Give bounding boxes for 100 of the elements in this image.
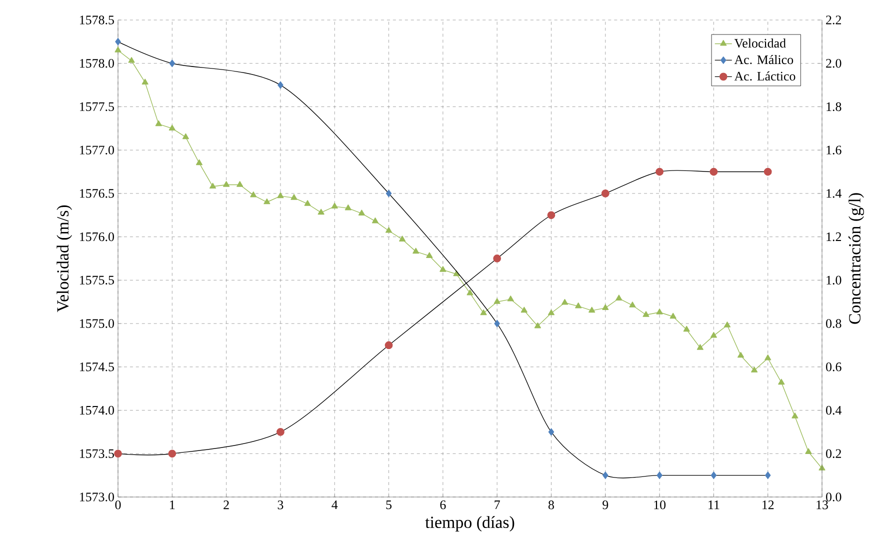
point bbox=[629, 302, 636, 308]
point bbox=[114, 46, 122, 52]
x-tick-label: 8 bbox=[548, 500, 554, 510]
point bbox=[602, 472, 608, 480]
x-tick-label: 11 bbox=[708, 500, 720, 510]
point bbox=[223, 181, 230, 187]
point bbox=[548, 428, 554, 436]
legend-label: Velocidad bbox=[734, 38, 786, 48]
point bbox=[764, 168, 772, 176]
point bbox=[737, 352, 744, 358]
point bbox=[534, 322, 541, 328]
point bbox=[344, 204, 352, 210]
point bbox=[494, 320, 500, 328]
point bbox=[547, 211, 556, 220]
point bbox=[588, 306, 596, 313]
y-tick-label: 1574.0 bbox=[80, 406, 114, 415]
y2-tick-label: 0.6 bbox=[826, 362, 842, 372]
point bbox=[236, 181, 244, 187]
y2-tick-label: 2.2 bbox=[826, 16, 842, 24]
point bbox=[575, 302, 582, 308]
y2-tick-label: 1.0 bbox=[826, 276, 842, 285]
y-tick-label: 1573.5 bbox=[80, 449, 114, 458]
point bbox=[250, 191, 257, 198]
point bbox=[656, 472, 662, 480]
point bbox=[168, 124, 176, 130]
point bbox=[440, 266, 446, 272]
y2-tick-label: 1.2 bbox=[826, 232, 842, 242]
point bbox=[764, 354, 772, 360]
y2-tick-label: 0.4 bbox=[826, 406, 842, 415]
y2-tick-label: 0.8 bbox=[826, 319, 842, 328]
y-axis-title: Velocidad (m/s) bbox=[56, 205, 72, 312]
point bbox=[304, 200, 311, 206]
point bbox=[331, 202, 338, 209]
x-tick-label: 3 bbox=[278, 500, 284, 510]
point bbox=[426, 252, 433, 258]
y-tick-label: 1576.0 bbox=[80, 232, 114, 242]
point bbox=[751, 366, 758, 372]
point bbox=[480, 309, 487, 316]
point bbox=[412, 248, 420, 254]
point bbox=[114, 450, 122, 458]
x-axis-title: tiempo (días) bbox=[425, 516, 514, 532]
point bbox=[386, 190, 392, 198]
point bbox=[656, 308, 663, 314]
x-tick-label: 9 bbox=[602, 500, 608, 510]
point bbox=[710, 168, 718, 176]
x-tick-label: 12 bbox=[762, 500, 774, 510]
y-tick-label: 1577.5 bbox=[80, 102, 114, 112]
y-tick-label: 1575.5 bbox=[80, 276, 114, 285]
point bbox=[128, 57, 135, 63]
y-tick-label: 1578.0 bbox=[80, 58, 114, 68]
point bbox=[696, 344, 704, 350]
y-tick-label: 1575.0 bbox=[80, 319, 114, 328]
point bbox=[724, 322, 731, 328]
point bbox=[778, 378, 785, 385]
point bbox=[805, 448, 812, 454]
point bbox=[182, 133, 189, 140]
point bbox=[318, 208, 324, 215]
point bbox=[656, 168, 664, 176]
point bbox=[196, 159, 203, 166]
x-tick-label: 10 bbox=[654, 500, 666, 510]
legend-label: Ac. Láctico bbox=[734, 71, 796, 81]
point bbox=[601, 190, 610, 198]
point bbox=[520, 306, 528, 313]
point bbox=[670, 312, 676, 319]
point bbox=[276, 428, 284, 436]
x-tick-label: 5 bbox=[386, 500, 392, 510]
x-tick-label: 4 bbox=[332, 500, 338, 510]
y2-tick-label: 0.0 bbox=[826, 492, 842, 502]
x-tick-label: 2 bbox=[224, 500, 229, 510]
point bbox=[372, 217, 379, 224]
x-tick-label: 6 bbox=[440, 500, 446, 510]
point bbox=[142, 78, 148, 84]
point bbox=[399, 236, 406, 242]
point bbox=[264, 198, 270, 204]
point bbox=[710, 332, 717, 338]
point bbox=[209, 182, 216, 189]
y-tick-label: 1578.5 bbox=[80, 16, 114, 24]
y-tick-label: 1577.0 bbox=[80, 146, 114, 154]
point bbox=[358, 210, 365, 216]
y2-axis-title: Concentración (g/l) bbox=[848, 193, 864, 324]
point bbox=[616, 294, 622, 300]
point bbox=[683, 326, 690, 332]
x-tick-label: 0 bbox=[115, 500, 121, 510]
point bbox=[507, 296, 514, 302]
point bbox=[168, 450, 176, 458]
point bbox=[290, 194, 298, 200]
y-tick-label: 1573.0 bbox=[80, 492, 114, 502]
y-tick-label: 1574.5 bbox=[80, 362, 114, 372]
point bbox=[115, 38, 121, 46]
x-tick-label: 13 bbox=[816, 500, 828, 510]
y2-tick-label: 2.0 bbox=[826, 58, 842, 68]
y-tick-label: 1576.5 bbox=[80, 189, 114, 198]
y2-tick-label: 1.8 bbox=[826, 102, 842, 112]
point bbox=[561, 298, 568, 305]
point bbox=[385, 227, 392, 233]
y2-tick-label: 0.2 bbox=[826, 449, 842, 458]
point bbox=[710, 472, 717, 480]
point bbox=[792, 412, 798, 418]
point bbox=[155, 120, 162, 126]
point bbox=[642, 311, 650, 317]
